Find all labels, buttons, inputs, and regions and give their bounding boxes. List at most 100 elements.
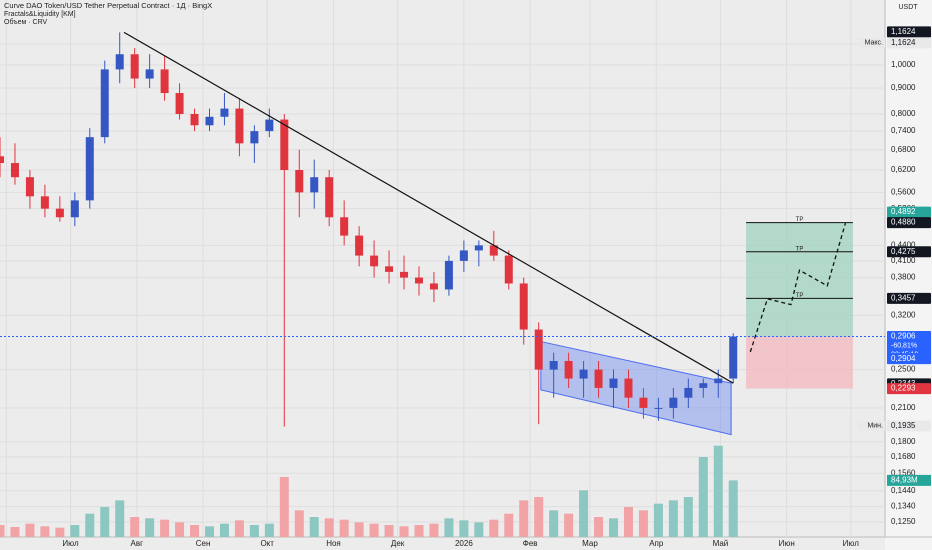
x-tick-label: Июл	[843, 539, 860, 548]
volume-bar	[549, 510, 559, 537]
price-badge	[887, 246, 931, 258]
candle-body	[549, 360, 558, 370]
volume-bar	[264, 523, 274, 537]
volume-bar	[10, 527, 20, 537]
price-badge-label: 0,4892	[891, 207, 916, 216]
volume-bar	[579, 490, 589, 537]
candle-body	[579, 369, 588, 379]
volume-bar	[519, 500, 529, 537]
candle-body	[115, 54, 124, 70]
volume-bar	[594, 517, 604, 537]
y-tick-label: 0,5600	[891, 187, 916, 196]
volume-bar	[234, 520, 244, 537]
candle-body	[70, 200, 79, 218]
y-tick-label: 0,1800	[891, 437, 916, 446]
candle-body	[594, 369, 603, 388]
candle-body	[609, 378, 618, 388]
channel	[540, 340, 732, 436]
volume-bar	[219, 523, 229, 537]
candle-body	[534, 329, 543, 370]
candle-body	[310, 177, 319, 193]
trendline	[123, 31, 734, 384]
profit-zone	[746, 222, 853, 337]
y-tick-label: 0,1250	[891, 517, 916, 526]
volume-bar	[0, 525, 5, 537]
x-tick-label: Сен	[196, 539, 211, 548]
price-badge-label: 0,2904	[891, 354, 916, 363]
y-tick-label: 0,9000	[891, 83, 916, 92]
volume-bar	[190, 525, 200, 537]
candle-body	[489, 245, 498, 256]
volume-bar	[100, 507, 110, 537]
indicator-title: Fractals&Liquidity [KM]	[4, 11, 76, 18]
volume-bar	[713, 445, 723, 537]
price-badge-extra: -60,81%	[891, 342, 917, 349]
volume-bar	[623, 507, 633, 537]
candle-body	[444, 260, 453, 290]
candle-body	[100, 69, 109, 138]
candle-body	[564, 360, 573, 379]
volume-bar	[459, 520, 469, 537]
volume-bar	[728, 480, 738, 537]
price-badge-label: 0,1935	[891, 421, 916, 430]
y-tick-label: 0,8000	[891, 109, 916, 118]
volume-bar	[40, 526, 50, 537]
x-tick-label: Июл	[62, 539, 79, 548]
candle-body	[699, 383, 708, 388]
price-badge-label: 1,1624	[891, 38, 916, 47]
candle-body	[10, 163, 19, 178]
volume-bar	[324, 518, 334, 537]
price-caption: Мин.	[867, 423, 883, 430]
candle-body	[639, 397, 648, 408]
candle-body	[25, 177, 34, 197]
take-profit-label: TP	[796, 246, 804, 252]
y-tick-label: 0,1680	[891, 452, 916, 461]
candle-body	[145, 69, 154, 79]
price-badge	[887, 292, 931, 304]
x-tick-label: Окт	[260, 539, 274, 548]
volume-bar	[249, 525, 259, 537]
candle-body	[429, 283, 438, 290]
x-tick-label: Дек	[391, 539, 405, 548]
x-tick-label: Апр	[649, 539, 664, 548]
candle-body	[400, 271, 409, 278]
volume-bar	[399, 526, 409, 537]
candle-body	[130, 54, 139, 79]
candle-body	[280, 119, 289, 171]
price-badge-label: 0,3457	[891, 293, 916, 302]
candle-body	[385, 266, 394, 272]
y-tick-label: 0,7400	[891, 126, 916, 135]
volume-bar	[279, 477, 289, 537]
candle-body	[414, 277, 423, 284]
y-tick-label: 0,3200	[891, 310, 916, 319]
volume-bar	[638, 510, 648, 537]
y-tick-label: 1,0000	[891, 60, 916, 69]
candle-body	[220, 108, 229, 117]
x-tick-label: Фев	[523, 539, 538, 548]
volume-bar	[369, 523, 379, 537]
candle-body	[519, 283, 528, 330]
x-tick-label: Май	[713, 539, 729, 548]
price-caption-bg	[858, 420, 885, 431]
candle-body	[474, 245, 483, 251]
y-tick-label: 0,2500	[891, 365, 916, 374]
x-tick-label: 2026	[455, 539, 473, 548]
volume-bar	[534, 497, 544, 537]
candle-body	[40, 196, 49, 209]
price-badge-label: 0,2293	[891, 384, 916, 393]
candle-body	[684, 387, 693, 398]
candle-body	[265, 119, 274, 132]
volume-bar	[294, 510, 304, 537]
x-tick-label: Мар	[582, 539, 598, 548]
volume-badge-label: 84,93M	[891, 475, 918, 484]
price-badge-label: 0,4880	[891, 218, 916, 227]
price-badge	[887, 217, 931, 229]
candle-body	[355, 235, 364, 256]
candle-body	[729, 336, 738, 379]
candle-body	[85, 137, 94, 201]
candle-body	[190, 113, 199, 126]
candle-body	[295, 170, 304, 193]
volume-bar	[354, 522, 364, 537]
y-tick-label: 0,3800	[891, 273, 916, 282]
candle-body	[160, 69, 169, 94]
